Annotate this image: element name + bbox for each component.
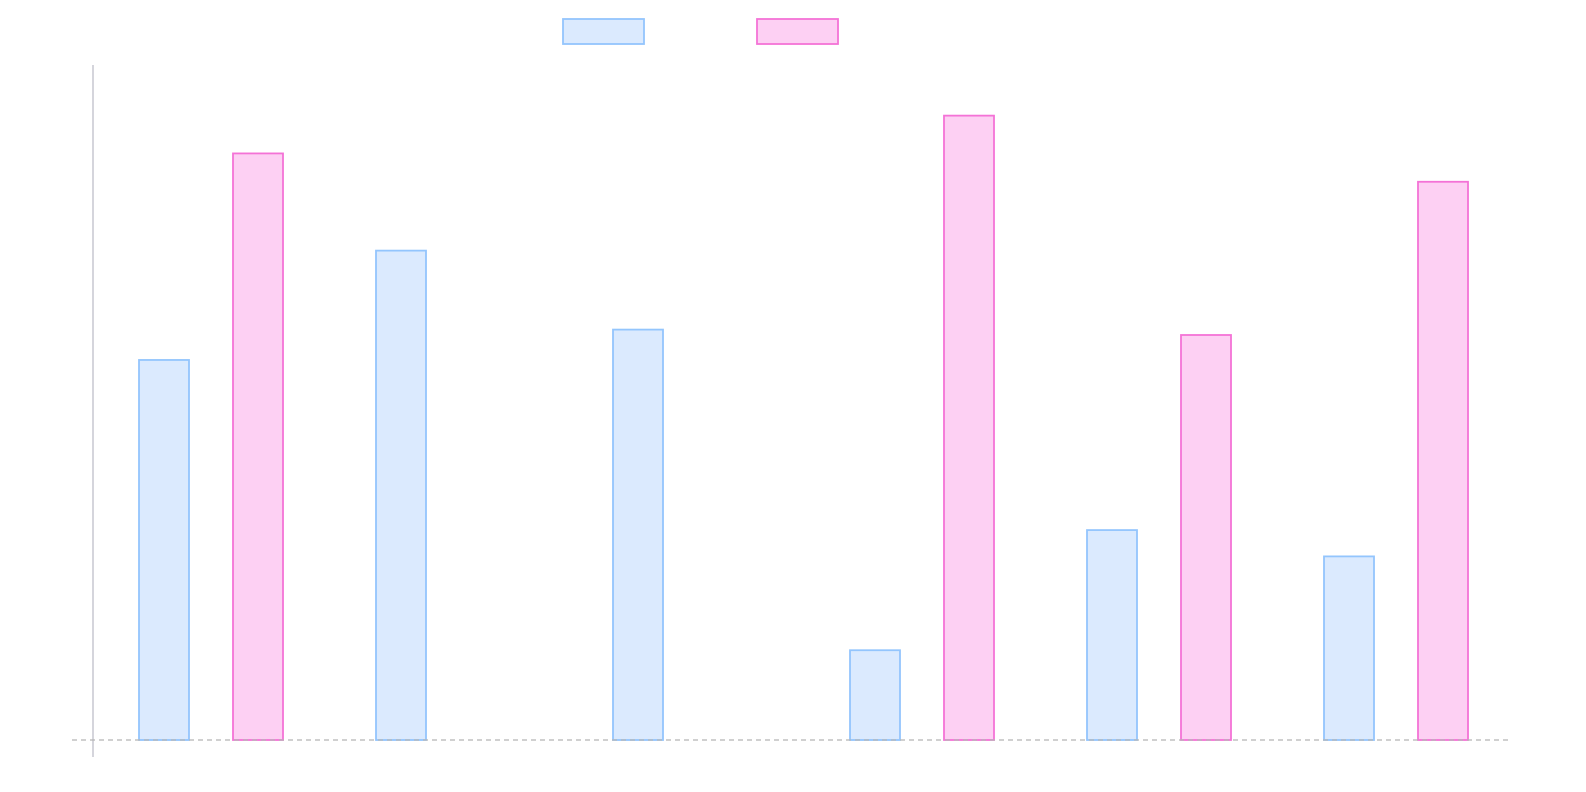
bar-series-1-category-6 [1323,555,1375,741]
bar-series-1-category-1 [138,359,190,741]
bar-series-2-category-5 [1180,334,1232,741]
legend-swatch-series-2 [756,18,839,45]
bar-series-2-category-4 [943,114,995,741]
bar-series-1-category-4 [849,649,901,741]
bar-series-1-category-5 [1086,529,1138,741]
chart-legend [562,18,839,45]
bar-series-1-category-3 [612,328,664,741]
legend-swatch-series-1 [562,18,645,45]
bars-group [138,114,1469,741]
bar-series-2-category-1 [232,152,284,741]
bar-series-1-category-2 [375,249,427,741]
bar-series-2-category-6 [1417,180,1469,741]
